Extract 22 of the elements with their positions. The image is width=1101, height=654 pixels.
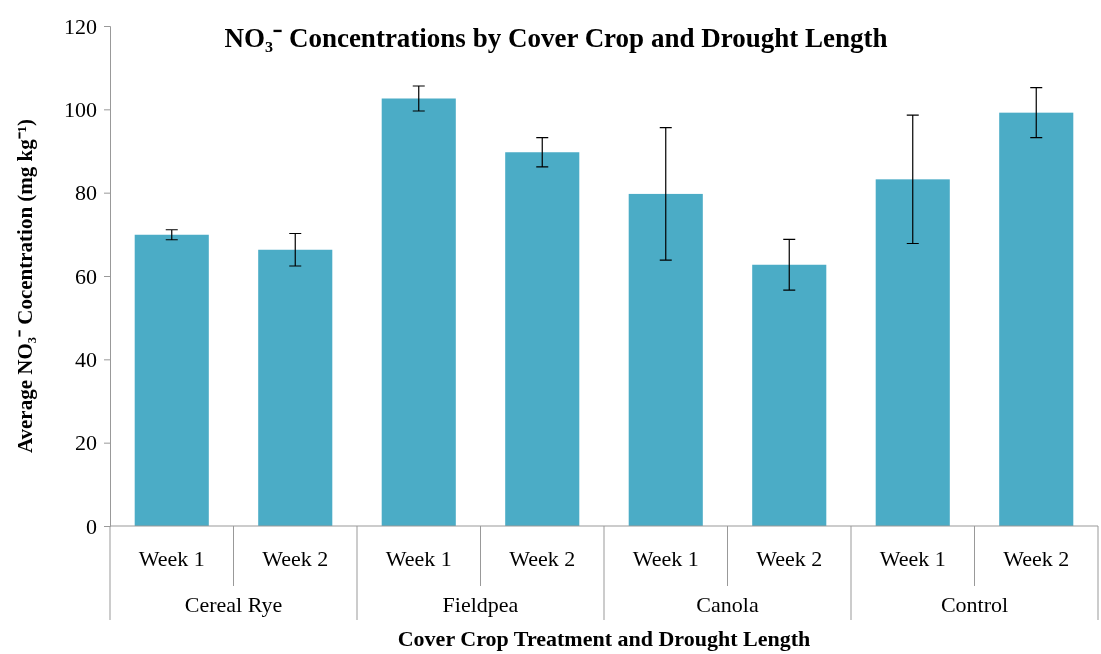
x-tick-label: Week 1 [879,546,946,571]
text: Canola [696,592,759,617]
chart-title: NO₃⁻ Concentrations by Cover Crop and Drought Length [224,23,888,53]
y-tick-label: 120 [64,13,97,39]
x-tick-label: Week 1 [138,546,205,571]
text: Fieldpea [442,592,519,617]
x-tick-label: Week 1 [385,546,452,571]
y-axis-title: Average NO₃⁻ Cocentration (mg kg⁻¹) [13,118,37,454]
x-tick-label: Week 1 [632,546,699,571]
y-tick-label: 0 [86,513,97,539]
y-tick-label: 20 [75,430,97,456]
y-tick-label: 100 [64,96,97,122]
x-axis-title: Cover Crop Treatment and Drought Length [397,626,811,651]
text: Cereal Rye [184,592,283,617]
x-tick-label: Week 2 [1003,546,1070,571]
x-tick-label: Week 2 [509,546,576,571]
x-tick-label: Week 2 [262,546,329,571]
y-tick-label: 80 [75,180,97,206]
y-tick-label: 40 [75,346,97,372]
x-tick-label: Week 2 [756,546,823,571]
y-tick-label: 60 [75,263,97,289]
text: Control [940,592,1009,617]
